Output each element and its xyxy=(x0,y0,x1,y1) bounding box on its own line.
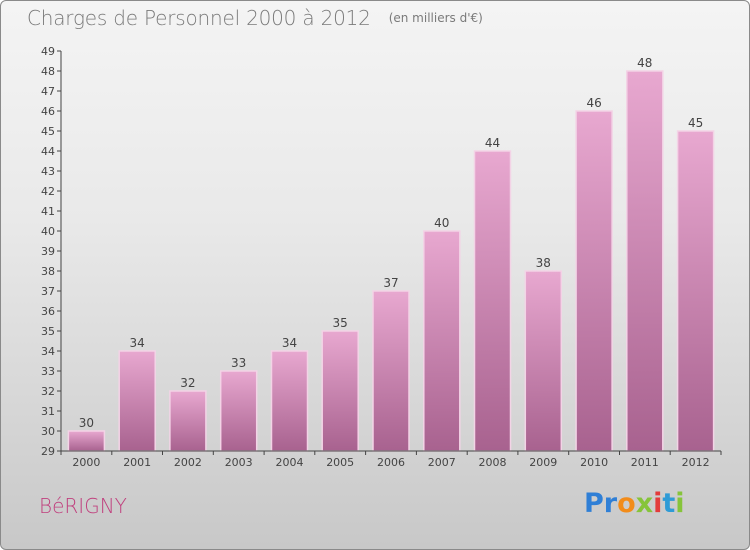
bar-2001 xyxy=(118,350,156,452)
x-tick-label-2004: 2004 xyxy=(276,456,304,469)
y-tick-label-47: 47 xyxy=(41,85,55,98)
commune-name: BéRIGNY xyxy=(39,494,127,518)
bar-2011 xyxy=(626,70,664,452)
data-label-2004: 34 xyxy=(282,336,297,350)
logo-letter: P xyxy=(584,488,604,519)
logo-letter: o xyxy=(617,488,636,519)
data-label-2010: 46 xyxy=(586,96,601,110)
y-tick-label-48: 48 xyxy=(41,65,55,78)
bar-2008 xyxy=(473,150,512,452)
axes-group xyxy=(57,50,722,455)
y-tick-label-42: 42 xyxy=(41,185,55,198)
x-tick-label-2005: 2005 xyxy=(326,456,354,469)
x-tick-label-2006: 2006 xyxy=(377,456,405,469)
y-tick-label-43: 43 xyxy=(41,165,55,178)
x-tick-label-2003: 2003 xyxy=(225,456,253,469)
labels-group: 30 2000 34 2001 32 2002 33 2003 34 2004 35 2005 37 20… xyxy=(41,45,710,469)
x-tick-label-2001: 2001 xyxy=(123,456,151,469)
y-tick-label-45: 45 xyxy=(41,125,55,138)
y-tick-label-31: 31 xyxy=(41,405,55,418)
bar-2010 xyxy=(575,110,613,452)
x-tick-label-2002: 2002 xyxy=(174,456,202,469)
x-tick-label-2009: 2009 xyxy=(529,456,557,469)
data-label-2002: 32 xyxy=(180,376,195,390)
bar-2007 xyxy=(423,230,461,452)
y-tick-label-33: 33 xyxy=(41,365,55,378)
bar-2002 xyxy=(169,390,207,452)
data-label-2012: 45 xyxy=(688,116,703,130)
y-tick-label-37: 37 xyxy=(41,285,55,298)
y-tick-label-29: 29 xyxy=(41,445,55,458)
logo-letter: t xyxy=(662,488,676,519)
data-label-2003: 33 xyxy=(231,356,246,370)
data-label-2006: 37 xyxy=(383,276,398,290)
y-tick-label-40: 40 xyxy=(41,225,55,238)
data-label-2001: 34 xyxy=(130,336,145,350)
data-label-2008: 44 xyxy=(485,136,500,150)
x-tick-label-2011: 2011 xyxy=(631,456,659,469)
y-tick-label-32: 32 xyxy=(41,385,55,398)
bar-2006 xyxy=(372,290,410,452)
chart-title: Charges de Personnel 2000 à 2012 xyxy=(27,6,371,30)
data-label-2007: 40 xyxy=(434,216,449,230)
data-label-2000: 30 xyxy=(79,416,94,430)
y-tick-label-35: 35 xyxy=(41,325,55,338)
bar-2000 xyxy=(67,430,106,452)
bars-group xyxy=(67,70,715,452)
y-tick-label-44: 44 xyxy=(41,145,55,158)
y-tick-label-30: 30 xyxy=(41,425,55,438)
bar-2012 xyxy=(676,130,715,452)
proxiti-logo: Proxiti xyxy=(584,488,685,519)
bar-2005 xyxy=(321,330,359,452)
data-label-2009: 38 xyxy=(536,256,551,270)
bar-2003 xyxy=(219,370,258,452)
data-label-2011: 48 xyxy=(637,56,652,70)
chart-title-block: Charges de Personnel 2000 à 2012 (en mill… xyxy=(27,6,483,30)
data-label-2005: 35 xyxy=(333,316,348,330)
x-tick-label-2008: 2008 xyxy=(479,456,507,469)
logo-letter: r xyxy=(603,488,618,519)
logo-letter: i xyxy=(675,488,685,519)
x-tick-label-2000: 2000 xyxy=(72,456,100,469)
y-tick-label-38: 38 xyxy=(41,265,55,278)
y-tick-label-39: 39 xyxy=(41,245,55,258)
y-tick-label-34: 34 xyxy=(41,345,55,358)
logo-letter: i xyxy=(653,488,663,519)
y-tick-label-46: 46 xyxy=(41,105,55,118)
y-tick-label-36: 36 xyxy=(41,305,55,318)
x-tick-label-2010: 2010 xyxy=(580,456,608,469)
y-tick-label-41: 41 xyxy=(41,205,55,218)
logo-letter: x xyxy=(635,488,654,519)
bar-2009 xyxy=(524,270,563,452)
x-tick-label-2012: 2012 xyxy=(682,456,710,469)
bar-2004 xyxy=(270,350,309,452)
unit-note: (en milliers d'€) xyxy=(388,11,483,25)
x-tick-label-2007: 2007 xyxy=(428,456,456,469)
y-tick-label-49: 49 xyxy=(41,45,55,58)
